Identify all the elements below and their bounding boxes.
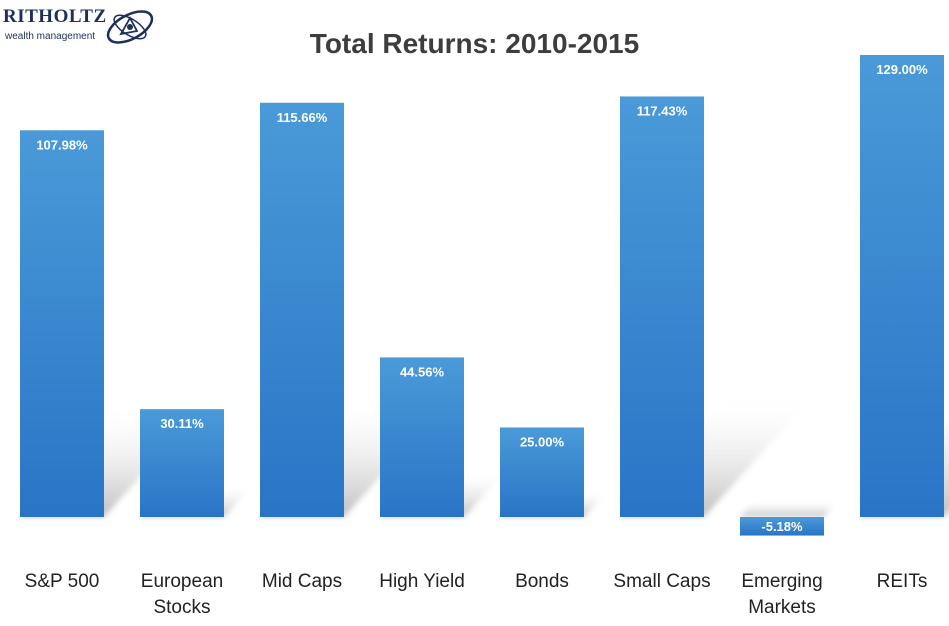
bar-value-label: 25.00% <box>520 434 565 449</box>
bar <box>20 130 104 517</box>
logo-name: RITHOLTZ <box>3 6 107 27</box>
bar <box>500 427 584 517</box>
bar-value-label: 129.00% <box>876 62 928 77</box>
category-label: S&P 500 <box>25 571 100 592</box>
bar-value-labels: 107.98% 30.11% 115.66% 44.56% 25.00% 117.43% -… <box>36 62 928 534</box>
bar-value-label: 107.98% <box>36 137 88 152</box>
category-label: Bonds <box>515 571 569 592</box>
category-label: European <box>141 571 223 592</box>
bar <box>740 517 824 536</box>
bar <box>860 55 944 517</box>
category-label: Small Caps <box>613 571 710 592</box>
category-label: Emerging <box>741 571 822 592</box>
bar-value-label: 44.56% <box>400 364 445 379</box>
bar <box>140 409 224 517</box>
category-label: Stocks <box>153 597 210 618</box>
logo-emblem-icon <box>106 10 154 44</box>
bar <box>380 357 464 517</box>
bar <box>260 102 344 517</box>
bar-shadow <box>740 501 839 517</box>
logo-subtitle: wealth management <box>5 31 96 42</box>
category-label: Markets <box>748 597 816 618</box>
category-label: REITs <box>877 571 928 592</box>
category-label: High Yield <box>379 571 465 592</box>
ritholtz-logo: RITHOLTZ wealth management <box>0 0 164 54</box>
bar-value-label: -5.18% <box>761 519 803 534</box>
bars <box>20 55 944 536</box>
category-labels: S&P 500 European Stocks Mid Caps High Yield B… <box>25 571 928 618</box>
bar-value-label: 30.11% <box>160 416 204 431</box>
bar <box>620 96 704 518</box>
chart-title: Total Returns: 2010-2015 <box>309 28 640 59</box>
bar-value-label: 115.66% <box>277 110 328 125</box>
category-label: Mid Caps <box>262 571 342 592</box>
bar-value-label: 117.43% <box>637 103 688 118</box>
